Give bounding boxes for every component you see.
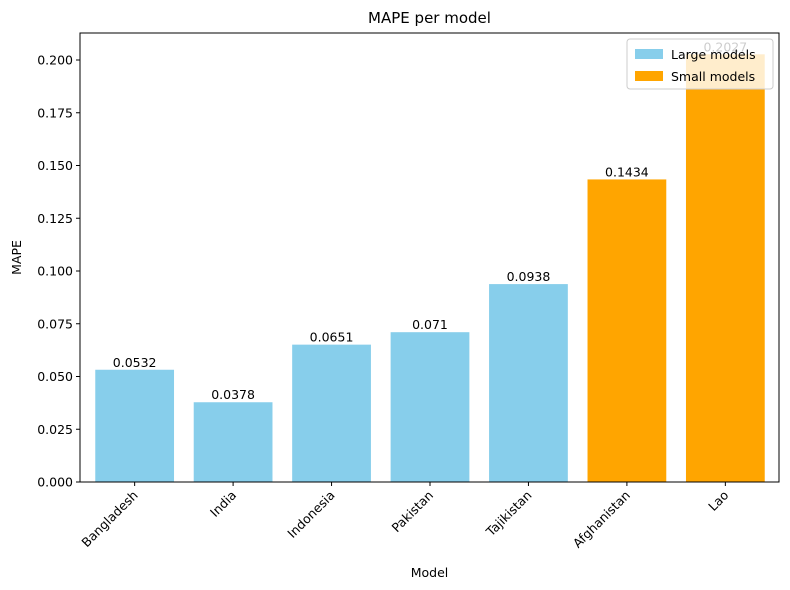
data-label-bangladesh: 0.0532 — [113, 355, 157, 370]
bar-tajikistan — [489, 284, 568, 482]
x-axis-label: Model — [411, 565, 449, 580]
x-tick-label-afghanistan: Afghanistan — [570, 488, 633, 551]
legend-box — [626, 38, 774, 90]
y-tick-label: 0.175 — [37, 105, 73, 120]
x-tick-label-lao: Lao — [705, 488, 731, 514]
bar-pakistan — [390, 332, 470, 482]
legend-swatch-large-models — [635, 49, 663, 59]
data-label-india: 0.0378 — [211, 387, 255, 402]
y-tick-label: 0.200 — [37, 53, 73, 68]
y-axis-label: MAPE — [9, 240, 24, 275]
bars-layer — [95, 54, 765, 483]
legend: Large models Small models — [626, 38, 774, 90]
y-tick-label: 0.100 — [37, 264, 73, 279]
chart-title: MAPE per model — [368, 9, 491, 27]
x-tick-label-pakistan: Pakistan — [389, 488, 437, 536]
y-tick-label: 0.075 — [37, 316, 73, 331]
data-label-tajikistan: 0.0938 — [507, 269, 551, 284]
y-tick-label: 0.125 — [37, 211, 73, 226]
x-tick-label-indonesia: Indonesia — [284, 488, 337, 541]
y-tick-label: 0.150 — [37, 158, 73, 173]
data-label-indonesia: 0.0651 — [310, 330, 354, 345]
bar-bangladesh — [95, 369, 175, 482]
bar-afghanistan — [587, 179, 667, 482]
data-label-afghanistan: 0.1434 — [605, 164, 649, 179]
y-tick-label: 0.000 — [37, 475, 73, 490]
bar-lao — [685, 54, 765, 483]
data-label-pakistan: 0.071 — [412, 317, 448, 332]
bar-india — [193, 402, 273, 482]
x-tick-label-tajikistan: Tajikistan — [482, 488, 534, 540]
legend-label-large-models: Large models — [671, 47, 756, 62]
y-tick-label: 0.025 — [37, 422, 73, 437]
legend-swatch-small-models — [635, 71, 663, 81]
legend-label-small-models: Small models — [671, 69, 755, 84]
x-tick-label-india: India — [207, 488, 239, 520]
x-tick-label-bangladesh: Bangladesh — [78, 488, 140, 550]
y-tick-label: 0.050 — [37, 369, 73, 384]
bar-indonesia — [292, 344, 371, 482]
